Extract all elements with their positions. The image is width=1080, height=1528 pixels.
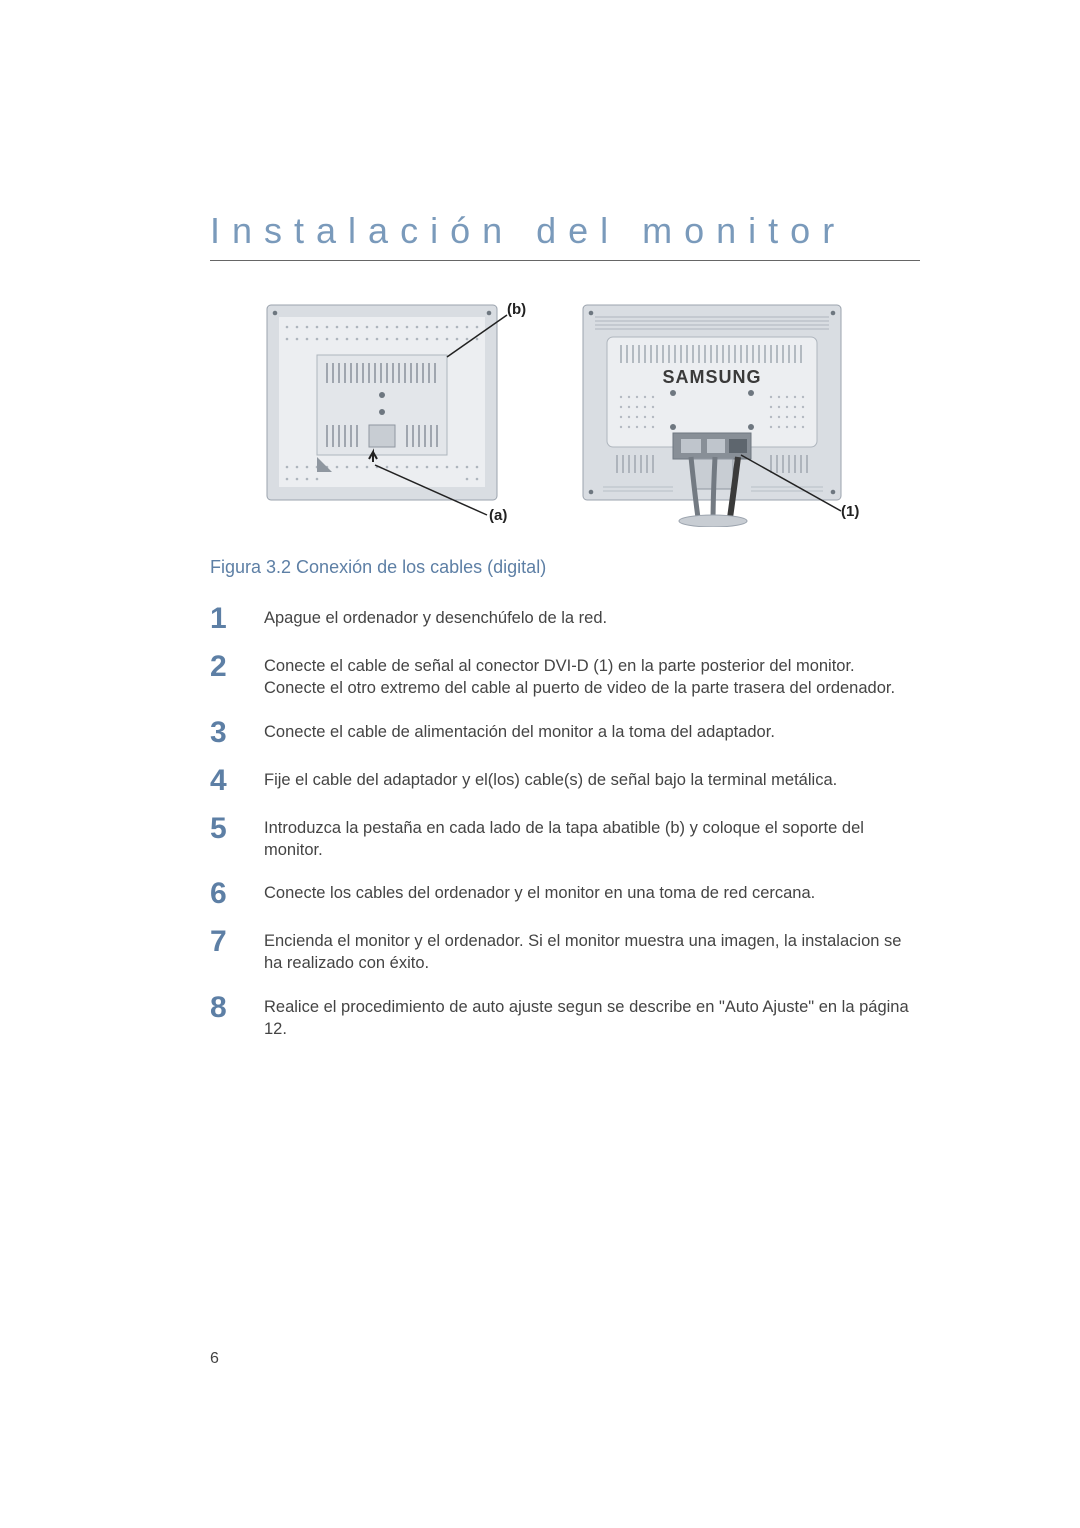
figure-row: (b) (a) SAMSUNG xyxy=(210,297,920,527)
step-item: 7 Encienda el monitor y el ordenador. Si … xyxy=(210,927,920,975)
step-text: Fije el cable del adaptador y el(los) ca… xyxy=(264,766,837,791)
step-number: 7 xyxy=(210,927,234,957)
step-number: 1 xyxy=(210,604,234,634)
step-number: 2 xyxy=(210,652,234,682)
figure-caption: Figura 3.2 Conexión de los cables (digit… xyxy=(210,557,920,578)
step-text: Encienda el monitor y el ordenador. Si e… xyxy=(264,927,920,975)
step-item: 6 Conecte los cables del ordenador y el m… xyxy=(210,879,920,909)
step-text: Realice el procedimiento de auto ajuste … xyxy=(264,993,920,1041)
steps-list: 1 Apague el ordenador y desenchúfelo de l… xyxy=(210,604,920,1040)
step-item: 4 Fije el cable del adaptador y el(los) c… xyxy=(210,766,920,796)
step-text: Introduzca la pestaña en cada lado de la… xyxy=(264,814,920,862)
step-number: 5 xyxy=(210,814,234,844)
step-number: 4 xyxy=(210,766,234,796)
step-text: Apague el ordenador y desenchúfelo de la… xyxy=(264,604,607,629)
step-number: 3 xyxy=(210,718,234,748)
step-item: 8 Realice el procedimiento de auto ajuste… xyxy=(210,993,920,1041)
figure-right: SAMSUNG xyxy=(573,297,873,527)
page-title: Instalación del monitor xyxy=(210,210,920,261)
label-b: (b) xyxy=(507,301,526,318)
step-number: 6 xyxy=(210,879,234,909)
step-item: 5 Introduzca la pestaña en cada lado de l… xyxy=(210,814,920,862)
svg-text:SAMSUNG: SAMSUNG xyxy=(662,367,761,387)
label-a: (a) xyxy=(489,507,507,524)
figure-left: (b) (a) xyxy=(257,297,537,527)
step-item: 1 Apague el ordenador y desenchúfelo de l… xyxy=(210,604,920,634)
step-text: Conecte el cable de señal al conector DV… xyxy=(264,652,920,700)
label-one: (1) xyxy=(841,503,859,520)
page-number: 6 xyxy=(210,1350,219,1368)
step-item: 3 Conecte el cable de alimentación del mo… xyxy=(210,718,920,748)
step-text: Conecte los cables del ordenador y el mo… xyxy=(264,879,815,904)
step-number: 8 xyxy=(210,993,234,1023)
step-item: 2 Conecte el cable de señal al conector D… xyxy=(210,652,920,700)
step-text: Conecte el cable de alimentación del mon… xyxy=(264,718,775,743)
